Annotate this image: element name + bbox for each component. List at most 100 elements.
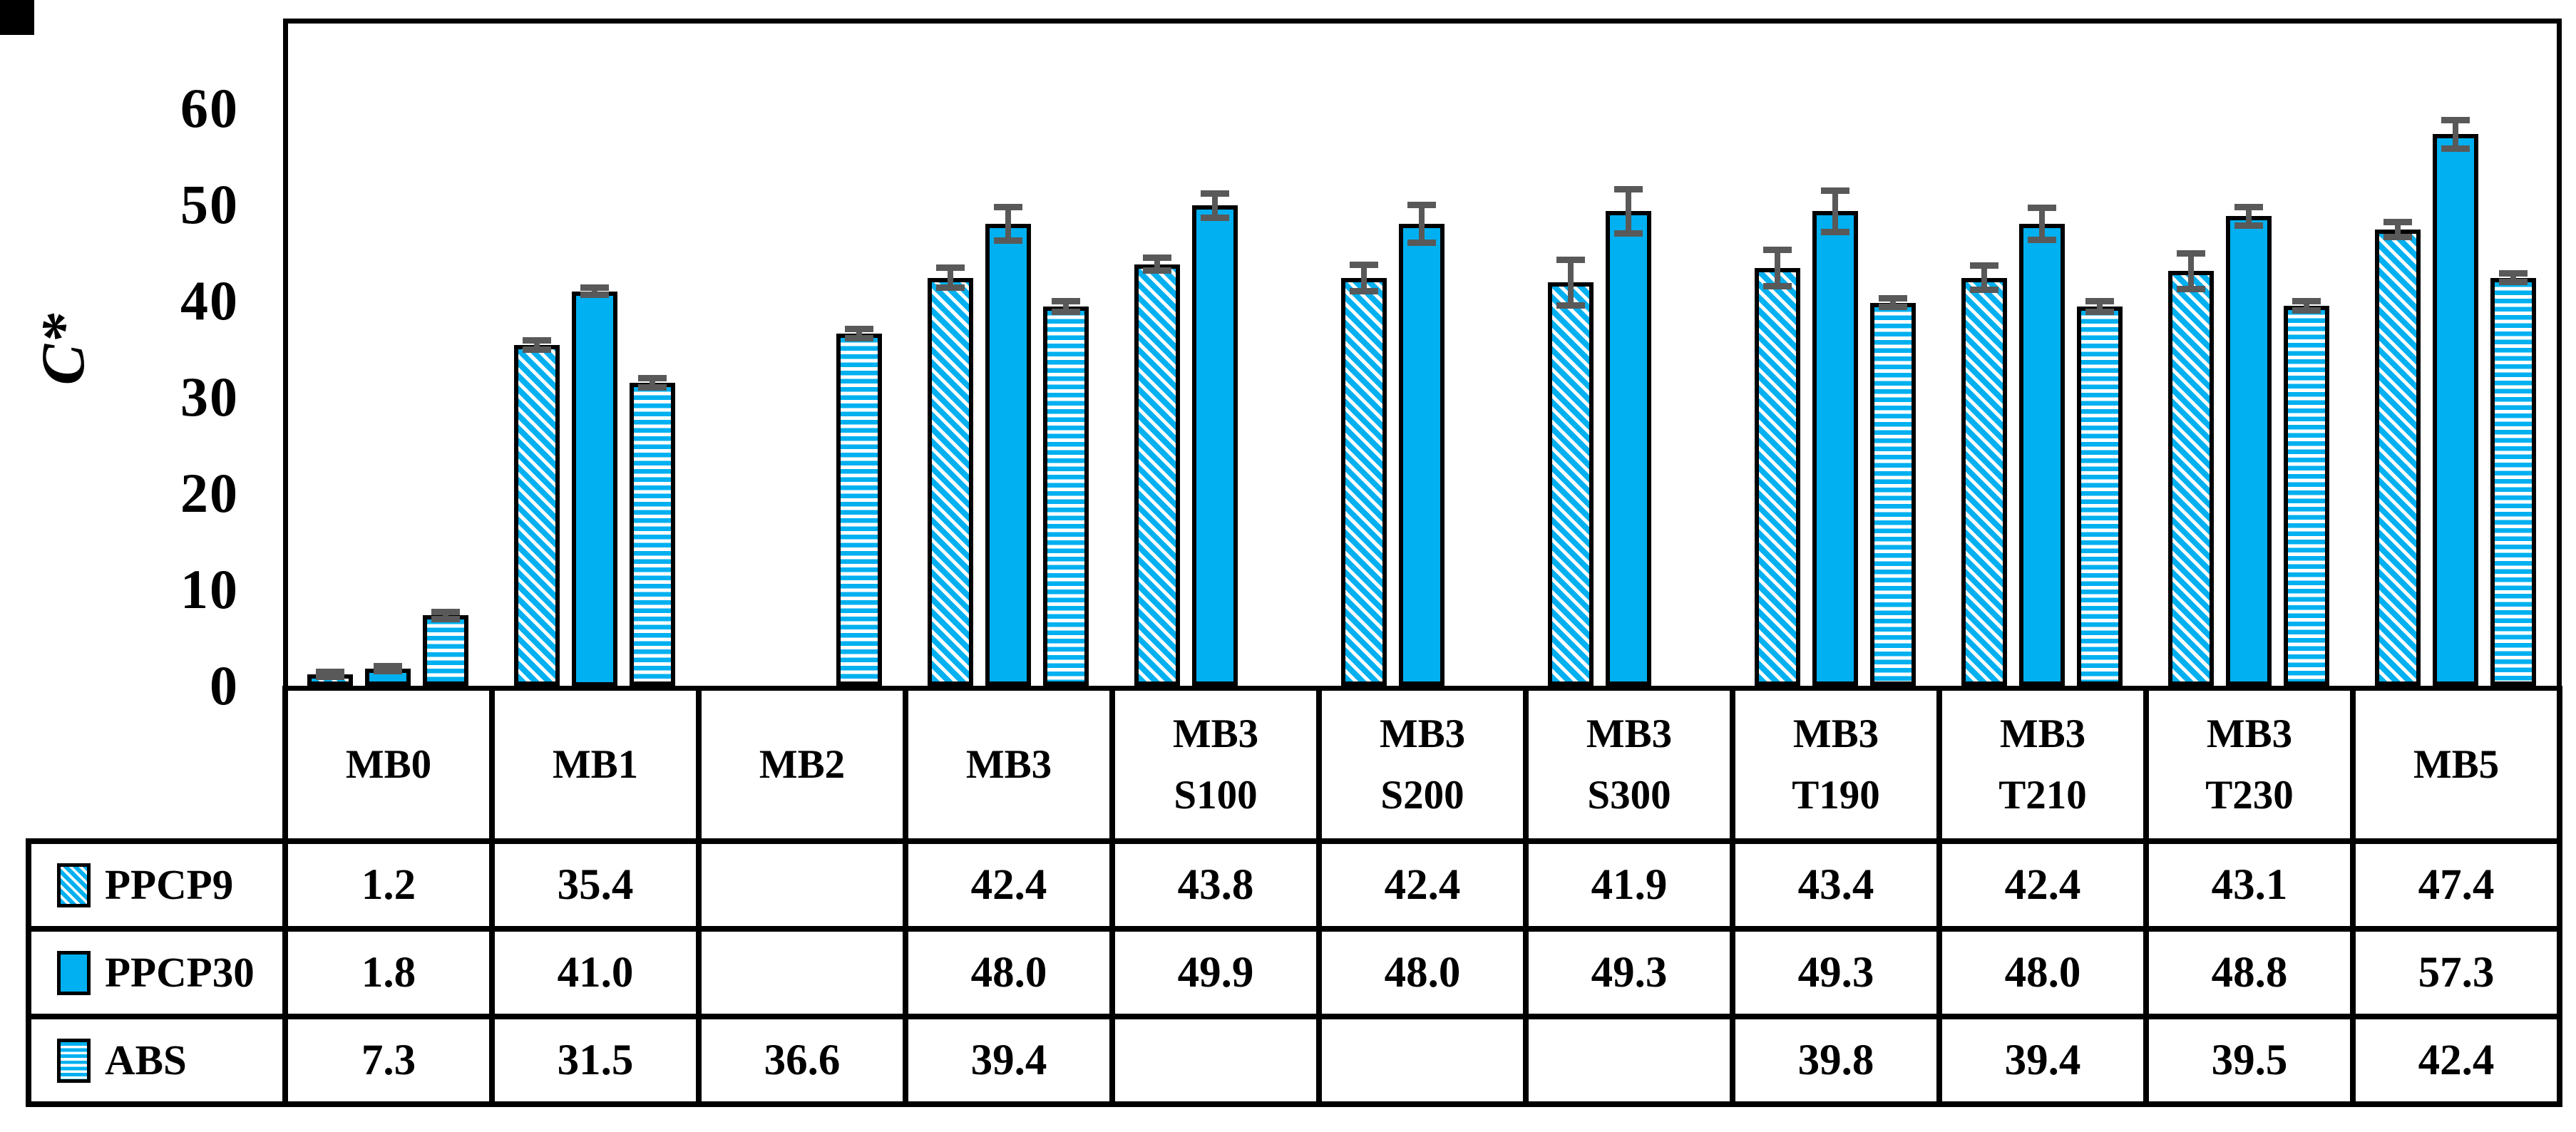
error-bar-cap-bottom-ppcp30-mb5: [2441, 145, 2470, 152]
error-bar-whisker-ppcp30-mb3: [1005, 207, 1011, 242]
error-bar-cap-bottom-ppcp9-mb3-s100: [1143, 267, 1171, 274]
error-bar-cap-top-ppcp30-mb3-s100: [1201, 190, 1229, 197]
bar-ppcp30-mb3-s200: [1399, 224, 1444, 686]
error-bar-whisker-abs-mb5: [2510, 273, 2516, 283]
error-bar-whisker-ppcp9-mb5: [2395, 222, 2401, 237]
table-grid-vline-9: [2143, 686, 2149, 1107]
error-bar-cap-top-abs-mb1: [638, 375, 667, 381]
y-axis-tick-label-40: 40: [180, 269, 239, 331]
error-bar-cap-top-ppcp9-mb3-t190: [1763, 247, 1792, 253]
error-bar-cap-top-abs-mb0: [431, 609, 460, 615]
column-header-line: MB3: [1172, 711, 1259, 756]
bar-ppcp9-mb3-t210: [1961, 278, 2007, 686]
error-bar-whisker-ppcp9-mb3-t190: [1775, 249, 1780, 286]
legend-label-ppcp30: PPCP30: [105, 949, 255, 996]
error-bar-cap-bottom-abs-mb3-t190: [1879, 304, 1907, 310]
error-bar-whisker-ppcp9-mb3-s100: [1154, 257, 1160, 271]
column-header-line: MB0: [345, 742, 432, 787]
table-grid-hline-2: [26, 1014, 2562, 1019]
column-header-mb3: MB3: [910, 693, 1108, 837]
table-grid-hline-3: [26, 1101, 2562, 1107]
table-cell-ppcp30-mb3-t210: 48.0: [2004, 949, 2081, 997]
error-bar-cap-bottom-ppcp9-mb3: [936, 284, 965, 291]
error-bar-whisker-ppcp9-mb1: [534, 340, 540, 350]
error-bar-cap-bottom-abs-mb3-t210: [2085, 309, 2114, 315]
column-header-line: MB3: [2206, 711, 2293, 756]
legend-swatch-ppcp30: [57, 950, 91, 995]
column-header-line: T190: [1792, 773, 1880, 818]
error-bar-cap-top-ppcp9-mb3: [936, 264, 965, 271]
table-cell-ppcp9-mb3-s200: 42.4: [1384, 861, 1461, 909]
error-bar-whisker-ppcp30-mb5: [2453, 120, 2458, 149]
column-header-line: S300: [1587, 773, 1671, 818]
error-bar-cap-bottom-ppcp30-mb3-t230: [2234, 222, 2263, 229]
legend-swatch-abs: [57, 1038, 91, 1083]
table-grid-vline-11: [2557, 686, 2562, 1107]
column-header-line: MB5: [2413, 742, 2500, 787]
y-axis-title-text: C*: [29, 313, 97, 386]
table-grid-vline-10: [2350, 686, 2356, 1107]
table-grid-vline-2: [696, 686, 702, 1107]
column-header-mb3-s300: MB3 S300: [1530, 693, 1728, 837]
error-bar-whisker-ppcp30-mb3-t190: [1832, 190, 1838, 232]
column-header-mb3-s200: MB3 S200: [1323, 693, 1522, 837]
bar-ppcp30-mb3-t230: [2226, 216, 2272, 686]
table-cell-abs-mb3: 39.4: [970, 1036, 1047, 1084]
table-grid-vline-legend: [26, 838, 31, 1107]
column-header-line: MB1: [552, 742, 639, 787]
error-bar-whisker-ppcp30-mb3-s200: [1419, 205, 1425, 243]
table-cell-abs-mb5: 42.4: [2418, 1036, 2495, 1084]
table-cell-abs-mb1: 31.5: [557, 1036, 634, 1084]
table-cell-ppcp30-mb3-t190: 49.3: [1797, 949, 1874, 997]
table-cell-abs-mb3-t230: 39.5: [2211, 1036, 2288, 1084]
column-header-mb3-s100: MB3 S100: [1117, 693, 1315, 837]
column-header-line: T230: [2205, 773, 2294, 818]
table-cell-ppcp9-mb3-s300: 41.9: [1591, 861, 1668, 909]
bar-ppcp30-mb3-t190: [1812, 211, 1858, 686]
bar-abs-mb0: [423, 615, 468, 686]
table-grid-vline-7: [1730, 686, 1735, 1107]
error-bar-cap-bottom-abs-mb0: [431, 616, 460, 622]
error-bar-whisker-abs-mb0: [443, 612, 448, 619]
error-bar-cap-bottom-ppcp9-mb3-t190: [1763, 283, 1792, 289]
error-bar-cap-bottom-abs-mb1: [638, 384, 667, 391]
table-cell-ppcp9-mb3-t210: 42.4: [2004, 861, 2081, 909]
bar-abs-mb3-t230: [2284, 306, 2329, 686]
error-bar-cap-bottom-ppcp30-mb3: [994, 237, 1022, 244]
error-bar-cap-top-abs-mb3: [1052, 298, 1080, 304]
error-bar-cap-bottom-ppcp9-mb3-t210: [1970, 287, 1998, 293]
y-axis-tick-40: [0, 20, 34, 25]
error-bar-cap-top-ppcp9-mb5: [2383, 219, 2412, 225]
table-cell-abs-mb0: 7.3: [361, 1036, 416, 1084]
error-bar-cap-bottom-ppcp30-mb3-s200: [1407, 240, 1436, 246]
table-cell-ppcp9-mb3-t230: 43.1: [2211, 861, 2288, 909]
legend-label-abs: ABS: [105, 1036, 187, 1084]
bar-ppcp9-mb3-s300: [1548, 282, 1594, 686]
column-header-mb3-t210: MB3 T210: [1944, 693, 2142, 837]
bar-abs-mb3: [1043, 307, 1089, 686]
table-cell-abs-mb2: 36.6: [764, 1036, 841, 1084]
error-bar-whisker-abs-mb3-t230: [2304, 301, 2309, 311]
table-cell-abs-mb3-t190: 39.8: [1797, 1036, 1874, 1084]
legend-item-abs: ABS: [31, 1019, 282, 1101]
error-bar-whisker-abs-mb1: [650, 378, 655, 388]
bar-ppcp30-mb3: [985, 224, 1031, 686]
error-bar-whisker-ppcp9-mb3-s300: [1568, 259, 1574, 306]
table-grid-vline-6: [1523, 686, 1529, 1107]
error-bar-cap-top-ppcp30-mb5: [2441, 117, 2470, 123]
legend-item-ppcp30: PPCP30: [31, 932, 282, 1014]
y-axis-tick-0: [0, 0, 34, 5]
bar-ppcp30-mb5: [2433, 134, 2478, 686]
y-axis-tick-10: [0, 5, 34, 10]
column-header-line: T210: [1998, 773, 2087, 818]
error-bar-cap-bottom-ppcp9-mb3-s300: [1556, 302, 1585, 309]
table-cell-ppcp9-mb3: 42.4: [970, 861, 1047, 909]
column-header-line: S100: [1174, 773, 1258, 818]
error-bar-whisker-ppcp30-mb1: [592, 287, 597, 295]
bar-ppcp9-mb5: [2375, 230, 2421, 686]
y-axis-tick-label-10: 10: [180, 558, 239, 620]
bar-ppcp30-mb1: [572, 292, 617, 686]
error-bar-cap-top-ppcp30-mb1: [580, 284, 609, 291]
legend-label-ppcp9: PPCP9: [105, 861, 234, 908]
